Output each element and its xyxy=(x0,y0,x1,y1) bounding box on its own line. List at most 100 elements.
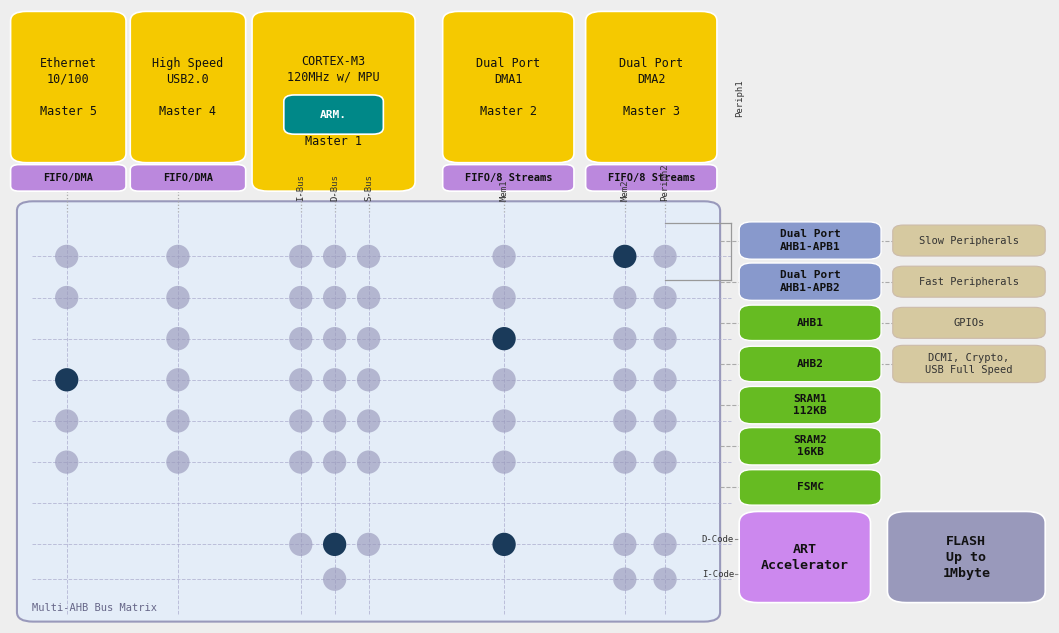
Ellipse shape xyxy=(492,327,516,350)
Ellipse shape xyxy=(55,286,78,309)
FancyBboxPatch shape xyxy=(443,11,574,163)
Ellipse shape xyxy=(492,410,516,432)
Text: I-Bus: I-Bus xyxy=(297,175,305,201)
Text: FIFO/8 Streams: FIFO/8 Streams xyxy=(465,173,552,183)
Text: D-Code: D-Code xyxy=(702,535,734,544)
Ellipse shape xyxy=(492,451,516,473)
Ellipse shape xyxy=(55,368,78,391)
Text: ARM.: ARM. xyxy=(320,110,347,120)
Ellipse shape xyxy=(357,245,380,268)
Ellipse shape xyxy=(653,327,677,350)
Text: Periph2: Periph2 xyxy=(661,164,669,201)
Ellipse shape xyxy=(613,245,636,268)
Text: Ethernet
10/100

Master 5: Ethernet 10/100 Master 5 xyxy=(40,56,96,118)
FancyBboxPatch shape xyxy=(17,201,720,622)
Text: FSMC: FSMC xyxy=(796,482,824,492)
Text: Periph1: Periph1 xyxy=(735,79,743,117)
Ellipse shape xyxy=(323,245,346,268)
Text: FIFO/DMA: FIFO/DMA xyxy=(43,173,93,183)
Ellipse shape xyxy=(492,245,516,268)
FancyBboxPatch shape xyxy=(252,11,415,191)
Ellipse shape xyxy=(166,410,190,432)
Text: SRAM2
16KB: SRAM2 16KB xyxy=(793,435,827,458)
Text: SRAM1
112KB: SRAM1 112KB xyxy=(793,394,827,417)
Ellipse shape xyxy=(653,286,677,309)
Text: I-Code: I-Code xyxy=(702,570,734,579)
Ellipse shape xyxy=(613,410,636,432)
Text: Mem2: Mem2 xyxy=(621,180,629,201)
FancyBboxPatch shape xyxy=(130,11,246,163)
Text: FIFO/8 Streams: FIFO/8 Streams xyxy=(608,173,695,183)
Ellipse shape xyxy=(492,533,516,556)
FancyBboxPatch shape xyxy=(739,305,881,341)
Ellipse shape xyxy=(166,245,190,268)
Text: FIFO/DMA: FIFO/DMA xyxy=(163,173,213,183)
Text: Dual Port
AHB1-APB1: Dual Port AHB1-APB1 xyxy=(779,229,841,252)
FancyBboxPatch shape xyxy=(586,165,717,191)
Ellipse shape xyxy=(289,410,312,432)
FancyBboxPatch shape xyxy=(130,165,246,191)
Text: High Speed
USB2.0

Master 4: High Speed USB2.0 Master 4 xyxy=(152,56,223,118)
Ellipse shape xyxy=(357,368,380,391)
Ellipse shape xyxy=(357,410,380,432)
Text: FLASH
Up to
1Mbyte: FLASH Up to 1Mbyte xyxy=(943,534,990,580)
Ellipse shape xyxy=(653,368,677,391)
Ellipse shape xyxy=(357,327,380,350)
Text: ART
Accelerator: ART Accelerator xyxy=(760,542,849,572)
Ellipse shape xyxy=(289,286,312,309)
Ellipse shape xyxy=(613,368,636,391)
Text: DCMI, Crypto,
USB Full Speed: DCMI, Crypto, USB Full Speed xyxy=(926,353,1012,375)
FancyBboxPatch shape xyxy=(739,346,881,382)
Text: Slow Peripherals: Slow Peripherals xyxy=(919,235,1019,246)
Ellipse shape xyxy=(653,245,677,268)
Text: Dual Port
DMA2

Master 3: Dual Port DMA2 Master 3 xyxy=(620,56,683,118)
Text: GPIOs: GPIOs xyxy=(953,318,985,328)
Ellipse shape xyxy=(323,451,346,473)
Ellipse shape xyxy=(613,533,636,556)
Ellipse shape xyxy=(357,451,380,473)
FancyBboxPatch shape xyxy=(887,511,1045,603)
FancyBboxPatch shape xyxy=(739,222,881,260)
FancyBboxPatch shape xyxy=(739,428,881,465)
Ellipse shape xyxy=(166,327,190,350)
FancyBboxPatch shape xyxy=(893,346,1045,382)
Ellipse shape xyxy=(166,368,190,391)
Ellipse shape xyxy=(653,533,677,556)
Ellipse shape xyxy=(653,451,677,473)
Ellipse shape xyxy=(492,286,516,309)
FancyBboxPatch shape xyxy=(739,511,870,603)
FancyBboxPatch shape xyxy=(11,11,126,163)
FancyBboxPatch shape xyxy=(739,263,881,300)
Text: CORTEX-M3
120MHz w/ MPU



Master 1: CORTEX-M3 120MHz w/ MPU Master 1 xyxy=(287,55,380,147)
Ellipse shape xyxy=(323,327,346,350)
Ellipse shape xyxy=(55,245,78,268)
FancyBboxPatch shape xyxy=(893,225,1045,256)
FancyBboxPatch shape xyxy=(586,11,717,163)
Text: AHB2: AHB2 xyxy=(796,359,824,369)
Text: Dual Port
DMA1

Master 2: Dual Port DMA1 Master 2 xyxy=(477,56,540,118)
Ellipse shape xyxy=(613,286,636,309)
Ellipse shape xyxy=(289,368,312,391)
Ellipse shape xyxy=(653,410,677,432)
Ellipse shape xyxy=(613,327,636,350)
Ellipse shape xyxy=(613,451,636,473)
Ellipse shape xyxy=(289,327,312,350)
Ellipse shape xyxy=(323,286,346,309)
Ellipse shape xyxy=(323,368,346,391)
Ellipse shape xyxy=(55,451,78,473)
Ellipse shape xyxy=(357,533,380,556)
Ellipse shape xyxy=(323,568,346,591)
Text: S-Bus: S-Bus xyxy=(364,175,373,201)
Ellipse shape xyxy=(289,451,312,473)
Text: Dual Port
AHB1-APB2: Dual Port AHB1-APB2 xyxy=(779,270,841,293)
Ellipse shape xyxy=(289,533,312,556)
Ellipse shape xyxy=(323,533,346,556)
FancyBboxPatch shape xyxy=(11,165,126,191)
FancyBboxPatch shape xyxy=(739,386,881,424)
Ellipse shape xyxy=(166,286,190,309)
Ellipse shape xyxy=(289,245,312,268)
Text: Fast Peripherals: Fast Peripherals xyxy=(919,277,1019,287)
Text: Mem1: Mem1 xyxy=(500,180,508,201)
Text: Multi-AHB Bus Matrix: Multi-AHB Bus Matrix xyxy=(32,603,157,613)
Ellipse shape xyxy=(357,286,380,309)
